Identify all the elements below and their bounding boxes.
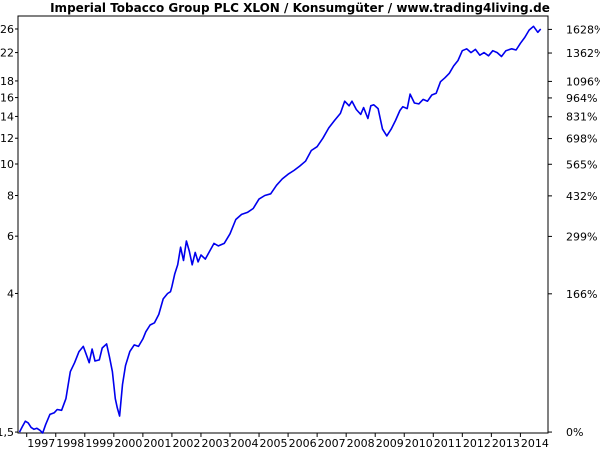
right-y-tick-label: 1096%: [566, 75, 600, 88]
left-y-tick-label: 6: [7, 230, 14, 243]
series-layer: [18, 25, 542, 434]
x-tick-label: 2005: [260, 437, 288, 450]
left-y-tick-label: 1,5: [0, 426, 14, 439]
left-y-tick-label: 8: [7, 190, 14, 203]
x-tick-label: 2000: [114, 437, 142, 450]
right-y-tick-label: 1628%: [566, 23, 600, 36]
right-y-tick-label: 964%: [566, 92, 597, 105]
right-y-tick-label: 432%: [566, 190, 597, 203]
right-y-tick-label: 0%: [566, 426, 583, 439]
x-tick-label: 1997: [27, 437, 55, 450]
x-tick-label: 1998: [56, 437, 84, 450]
left-y-tick-label: 10: [0, 158, 14, 171]
x-tick-label: 2003: [201, 437, 229, 450]
right-y-tick-label: 565%: [566, 158, 597, 171]
x-tick-label: 2004: [231, 437, 259, 450]
x-tick-label: 2006: [289, 437, 317, 450]
left-y-tick-label: 26: [0, 23, 14, 36]
x-tick-label: 2014: [521, 437, 549, 450]
left-y-tick-label: 12: [0, 132, 14, 145]
right-y-tick-label: 1362%: [566, 47, 600, 60]
left-y-axis: 1,5 4 6 8 10 12 14 16 18 22 26: [0, 23, 18, 439]
x-tick-label: 2009: [376, 437, 404, 450]
x-tick-label: 2013: [492, 437, 520, 450]
x-tick-label: 1999: [85, 437, 113, 450]
right-y-axis: 1628% 1362% 1096% 964% 831% 698% 565% 432% 299% 1…: [548, 23, 600, 439]
x-tick-label: 2007: [318, 437, 346, 450]
x-tick-label: 2012: [463, 437, 491, 450]
x-tick-label: 2008: [347, 437, 375, 450]
right-y-tick-label: 698%: [566, 133, 597, 146]
x-tick-label: 2011: [434, 437, 462, 450]
left-y-tick-label: 4: [7, 287, 14, 300]
x-axis: 1997 1998 1999 2000 2001 2002 2003 2004 2005 2006…: [26, 433, 549, 450]
left-y-tick-label: 22: [0, 47, 14, 60]
price-series-line: [18, 25, 542, 434]
right-y-tick-label: 299%: [566, 230, 597, 243]
x-tick-label: 2010: [405, 437, 433, 450]
right-y-tick-label: 831%: [566, 111, 597, 124]
plot-frame: [17, 15, 549, 434]
left-y-tick-label: 16: [0, 92, 14, 105]
right-y-tick-label: 166%: [566, 288, 597, 301]
chart-title: Imperial Tobacco Group PLC XLON / Konsum…: [50, 1, 550, 15]
left-y-tick-label: 18: [0, 75, 14, 88]
x-tick-label: 2001: [143, 437, 171, 450]
left-y-tick-label: 14: [0, 110, 14, 123]
x-tick-label: 2002: [172, 437, 200, 450]
